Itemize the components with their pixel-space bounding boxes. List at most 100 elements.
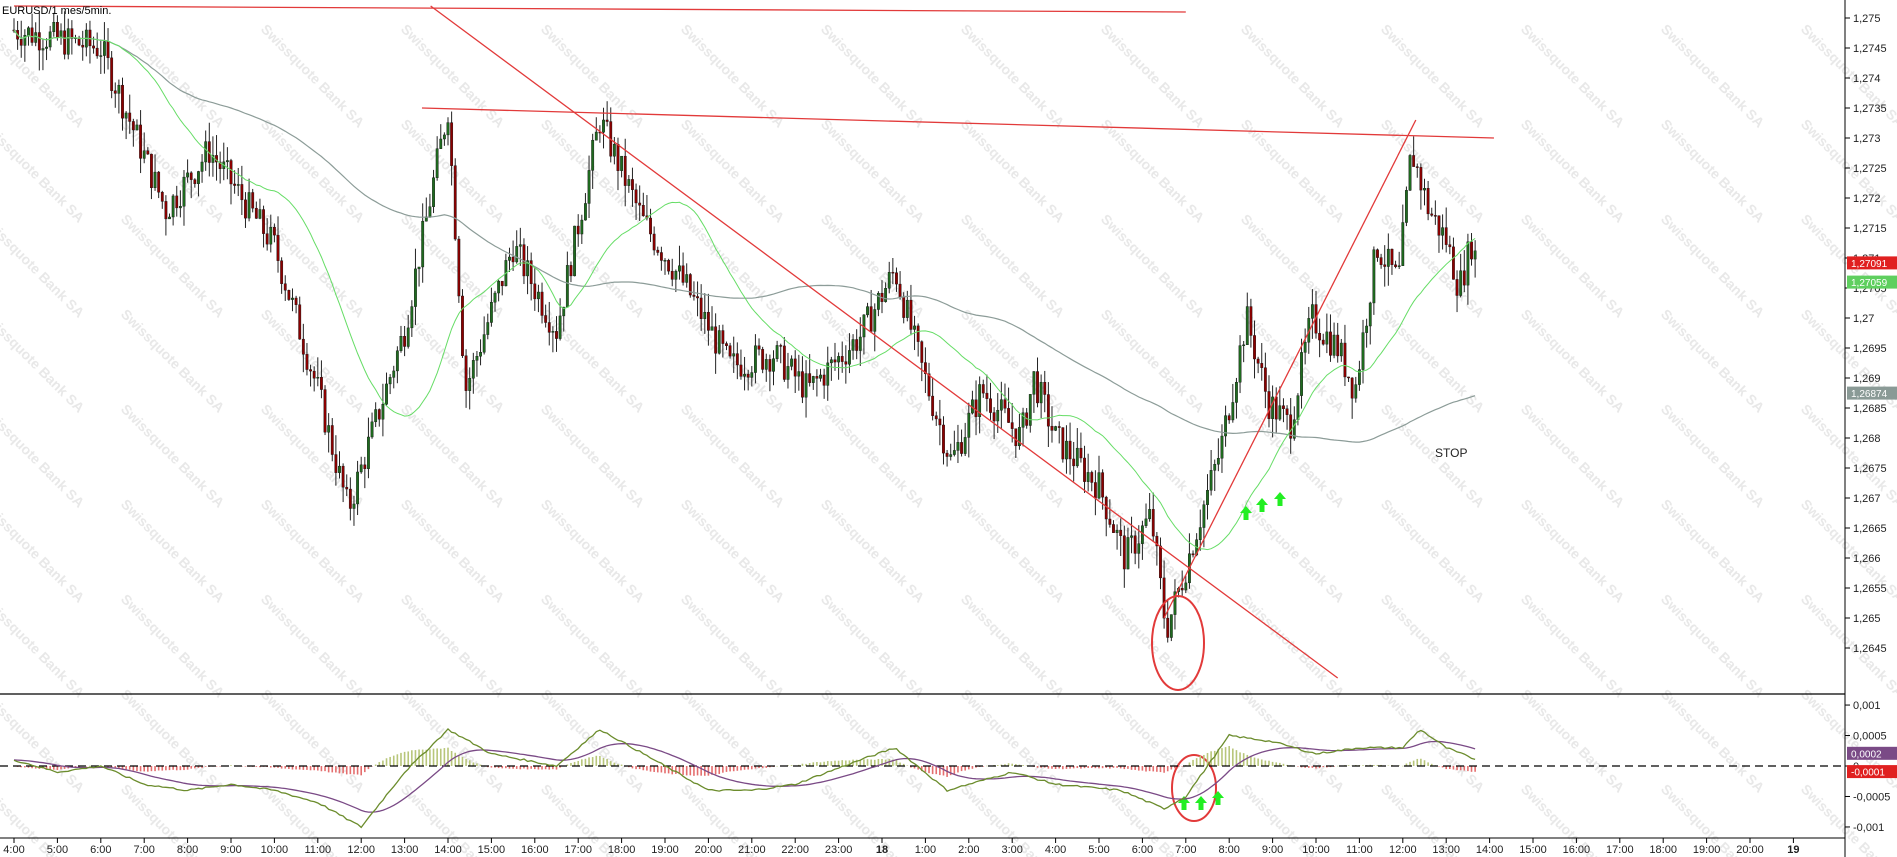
- candle-up: [1169, 614, 1173, 638]
- macd-histogram-bar: [139, 766, 142, 772]
- macd-histogram-bar: [269, 766, 272, 768]
- candle-up: [873, 309, 877, 332]
- macd-histogram-bar: [960, 766, 963, 772]
- macd-histogram-bar: [606, 759, 608, 766]
- candle-down: [761, 349, 765, 370]
- macd-histogram-bar: [472, 762, 475, 766]
- candle-down: [287, 290, 291, 300]
- candle-up: [27, 27, 30, 36]
- candle-down: [916, 325, 920, 342]
- price-tick-label: 1,272: [1853, 193, 1881, 205]
- candle-down: [164, 201, 168, 220]
- candle-down: [656, 249, 660, 253]
- macd-histogram-bar: [143, 766, 145, 772]
- candle-down: [735, 353, 739, 366]
- macd-histogram-bar: [407, 751, 410, 766]
- macd-histogram-bar: [917, 766, 919, 770]
- candle-up: [359, 464, 363, 473]
- macd-histogram-bar: [566, 764, 569, 766]
- macd-histogram-bar: [570, 762, 572, 766]
- price-tick-label: 1,268: [1853, 433, 1881, 445]
- macd-histogram-bar: [450, 751, 453, 766]
- price-badges: 1,27091 1,27059 1,26874 0,0002 -0,0001: [1847, 256, 1897, 779]
- macd-histogram-bar: [161, 766, 164, 771]
- macd-histogram-bar: [132, 766, 135, 771]
- macd-histogram-bar: [1112, 766, 1115, 768]
- candle-down: [623, 155, 627, 186]
- candle-up: [884, 288, 888, 302]
- macd-histogram-bar: [1315, 766, 1317, 769]
- macd-histogram-bar: [534, 766, 536, 770]
- macd-histogram-bar: [1304, 766, 1306, 768]
- macd-histogram-bar: [1300, 766, 1303, 768]
- candle-down: [529, 260, 533, 285]
- time-tick-label: 5:00: [1088, 844, 1109, 856]
- macd-histogram-bar: [866, 759, 869, 766]
- macd-histogram-bar: [649, 766, 652, 772]
- candle-down: [511, 256, 515, 263]
- macd-histogram-bar: [1239, 752, 1241, 766]
- candle-up: [225, 160, 229, 163]
- macd-histogram-bar: [1307, 766, 1310, 768]
- macd-histogram-bar: [20, 766, 23, 768]
- candle-down: [1010, 422, 1014, 429]
- candle-up: [829, 359, 833, 364]
- candle-down: [844, 361, 848, 365]
- candle-down: [1050, 425, 1054, 431]
- candle-up: [117, 84, 121, 94]
- macd-histogram-bar: [1250, 755, 1252, 766]
- candle-down: [160, 191, 164, 202]
- candle-down: [233, 183, 237, 186]
- macd-histogram-bar: [1141, 766, 1144, 771]
- candle-up: [1408, 155, 1412, 191]
- candle-up: [1397, 265, 1401, 267]
- macd-histogram-bar: [194, 766, 196, 769]
- candle-up: [471, 360, 475, 379]
- macd-histogram-bar: [371, 766, 373, 767]
- macd-histogram-bar: [331, 766, 334, 773]
- macd-histogram-bar: [1318, 766, 1321, 769]
- macd-histogram-bar: [1228, 746, 1230, 766]
- macd-histogram-bar: [128, 766, 131, 770]
- macd-histogram-bar: [863, 759, 865, 766]
- macd-histogram-bar: [172, 766, 174, 770]
- candle-down: [320, 377, 323, 390]
- candle-up: [584, 203, 587, 221]
- time-tick-label: 4:00: [1045, 844, 1066, 856]
- macd-histogram-bar: [996, 765, 999, 766]
- candle-up: [41, 48, 45, 51]
- time-tick-label: 8:00: [177, 844, 198, 856]
- macd-histogram-bar: [722, 766, 724, 773]
- time-tick-label: 2:00: [958, 844, 979, 856]
- candle-up: [352, 503, 356, 509]
- candle-up: [406, 327, 410, 347]
- time-tick-label: 15:00: [478, 844, 506, 856]
- candle-down: [974, 399, 978, 418]
- macd-histogram-bar: [790, 765, 793, 766]
- macd-histogram-bar: [1130, 766, 1133, 770]
- macd-histogram-bar: [700, 766, 702, 776]
- time-tick-label: 17:00: [1606, 844, 1634, 856]
- macd-histogram-bar: [284, 766, 287, 769]
- macd-histogram-bar: [906, 765, 909, 766]
- candle-down: [1448, 244, 1452, 248]
- candle-up: [432, 177, 435, 207]
- macd-histogram-bar: [186, 766, 189, 770]
- price-tick-label: 1,265: [1853, 613, 1881, 625]
- macd-histogram-bar: [1000, 764, 1003, 766]
- macd-histogram-bar: [1279, 762, 1281, 766]
- macd-histogram-bar: [845, 760, 847, 766]
- macd-histogram-bar: [584, 758, 587, 766]
- candle-up: [482, 334, 486, 353]
- candle-down: [1036, 371, 1039, 404]
- macd-histogram-bar: [1412, 760, 1415, 766]
- buy-arrow-icon: [1274, 492, 1286, 506]
- candle-down: [547, 322, 551, 333]
- macd-histogram-bar: [877, 759, 880, 766]
- macd-histogram-bar: [1134, 766, 1136, 770]
- macd-histogram-bar: [1282, 763, 1285, 766]
- macd-histogram-bar: [776, 765, 778, 767]
- candle-down: [945, 452, 949, 457]
- candle-down: [699, 297, 703, 319]
